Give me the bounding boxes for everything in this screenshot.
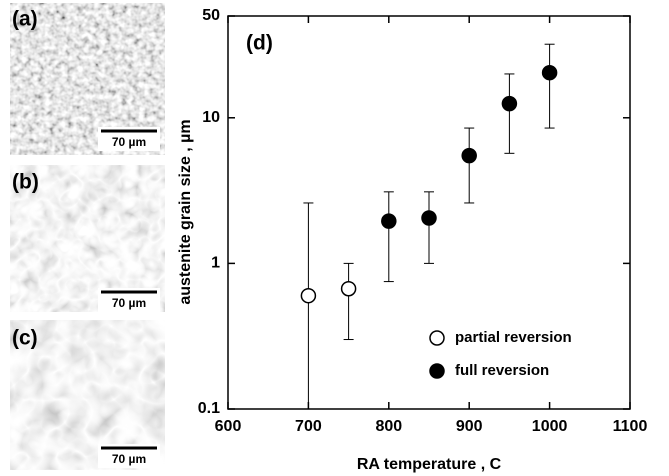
panel-label: (c) (12, 327, 38, 350)
y-tick-label: 0.1 (198, 400, 220, 417)
legend-label: partial reversion (455, 329, 572, 346)
point (541, 64, 558, 81)
error-bar (544, 43, 555, 129)
panel-label: (a) (12, 8, 38, 31)
micrograph (10, 165, 165, 312)
error-bar (383, 191, 394, 283)
y-axis-label: austenite grain size , µm (177, 119, 194, 304)
error-bar (504, 73, 515, 154)
point (461, 147, 477, 164)
y-tick-label: 10 (202, 109, 220, 126)
panel-label: (b) (12, 171, 39, 194)
error-bar (464, 127, 475, 204)
y-tick-label: 50 (202, 7, 220, 24)
error-bar (343, 262, 354, 341)
plot-frame (227, 15, 631, 410)
x-tick-label: 1100 (613, 418, 648, 435)
x-tick-label: 600 (215, 418, 242, 435)
error-bar (424, 191, 434, 264)
point (340, 280, 357, 297)
error-bar (303, 202, 314, 410)
legend-label: full reversion (455, 362, 549, 379)
y-tick-label: 1 (211, 255, 220, 272)
x-tick-label: 800 (375, 418, 402, 435)
x-tick-label: 1000 (532, 418, 568, 435)
x-tick-label: 900 (456, 418, 483, 435)
annotation: (d) (246, 32, 273, 55)
scale-text: 70 µm (112, 135, 146, 149)
point (501, 95, 518, 112)
x-tick-label: 700 (295, 418, 322, 435)
scale-text: 70 µm (112, 296, 146, 310)
micrographs: (a) (b) (c) 70 µm 70 µm 70 µm (10, 3, 165, 470)
legend-marker (429, 330, 445, 346)
point (381, 213, 397, 229)
scale-text: 70 µm (112, 452, 146, 466)
point (421, 210, 437, 226)
point (300, 287, 317, 304)
x-axis-label: RA temperature , C (357, 456, 502, 473)
legend-marker (429, 363, 445, 379)
